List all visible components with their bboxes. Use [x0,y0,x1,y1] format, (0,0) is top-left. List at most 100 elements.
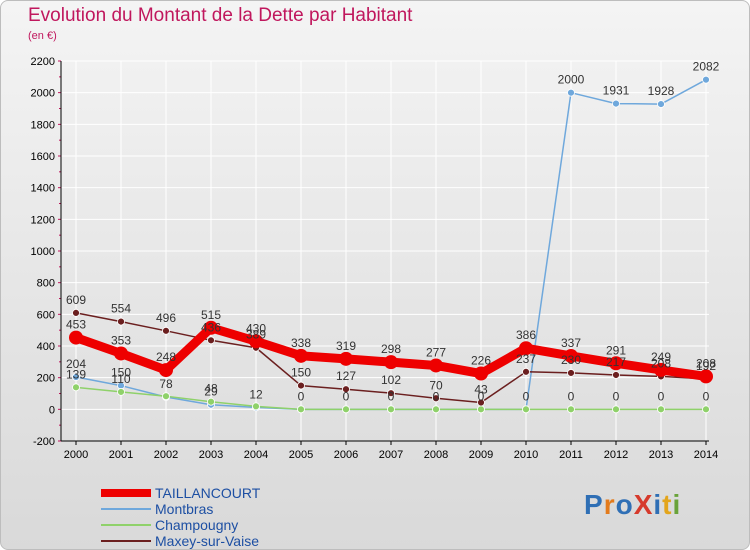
data-point [474,366,488,381]
data-point [339,351,353,366]
data-point [207,397,215,406]
x-tick-label: 2012 [604,449,628,461]
data-label: 2000 [558,73,585,87]
y-tick-label: 200 [37,373,55,385]
legend-swatch [101,540,151,542]
data-label: 0 [433,389,440,403]
data-point [297,381,305,390]
data-label: 204 [66,357,86,371]
data-point [387,405,395,414]
data-point [162,392,170,401]
data-label: 0 [613,389,620,403]
data-label: 1928 [648,84,675,98]
data-label: 319 [336,339,356,353]
data-label: 0 [298,389,305,403]
data-point [702,405,710,414]
data-label: 78 [159,377,173,391]
x-tick-label: 2009 [469,449,493,461]
data-label: 110 [111,372,130,386]
x-tick-label: 2000 [64,449,88,461]
data-label: 338 [291,336,311,350]
data-label: 0 [388,389,395,403]
data-label: 0 [658,389,665,403]
data-point [477,405,485,414]
x-tick-label: 2001 [109,449,133,461]
data-label: 337 [561,336,581,350]
x-tick-label: 2006 [334,449,358,461]
data-point [72,309,80,317]
logo-letter: X [633,489,654,520]
data-point [477,398,485,407]
data-label: 70 [429,378,443,392]
data-label: 0 [568,389,575,403]
data-point [249,334,263,349]
logo-letter: r [603,489,616,520]
x-tick-label: 2002 [154,449,178,461]
data-label: 430 [246,321,266,335]
data-point [519,341,533,356]
data-point [342,385,350,394]
data-label: 139 [66,367,86,381]
data-label: 208 [696,356,716,370]
x-tick-label: 2004 [244,449,268,461]
data-point [294,348,308,363]
x-tick-label: 2007 [379,449,403,461]
data-point [567,405,575,414]
data-label: 515 [201,308,221,322]
data-label: 353 [111,333,131,347]
proxiti-logo: ProXiti [584,489,681,521]
data-label: 127 [336,369,356,383]
legend-label: Maxey-sur-Vaise [155,533,259,549]
data-point [609,356,623,371]
data-point [432,394,440,403]
data-point [702,75,710,84]
data-label: 277 [426,345,446,359]
data-label: 226 [471,354,491,368]
x-tick-label: 2011 [559,449,583,461]
x-tick-label: 2010 [514,449,538,461]
data-point [384,355,398,370]
data-point [69,330,83,345]
data-label: 248 [156,350,176,364]
data-point [252,402,260,411]
data-label: 102 [381,373,401,387]
data-point [342,405,350,414]
data-label: 389 [246,328,266,342]
legend-item: Maxey-sur-Vaise [101,533,260,549]
data-label: 249 [651,350,671,364]
logo-letter: i [672,489,682,520]
y-tick-label: 0 [49,404,55,416]
data-point [72,383,80,392]
data-label: 0 [703,389,710,403]
data-label: 2082 [693,60,720,74]
data-label: 453 [66,318,86,332]
legend-swatch [101,489,151,497]
y-tick-label: 1400 [31,183,55,195]
legend-swatch [101,524,151,526]
data-point [204,320,218,335]
data-point [612,99,620,108]
y-tick-label: 2000 [31,88,55,100]
chart-title: Evolution du Montant de la Dette par Hab… [28,5,413,26]
data-point [564,348,578,363]
data-point [207,336,215,345]
x-tick-label: 2008 [424,449,448,461]
data-point [654,362,668,377]
data-point [522,367,530,376]
y-tick-label: 1600 [31,151,55,163]
data-point [297,405,305,414]
legend-item: TAILLANCOURT [101,485,260,501]
data-label: 1931 [603,84,630,98]
data-point [117,388,125,396]
data-point [567,369,575,377]
chart-subtitle: (en €) [28,30,57,42]
data-label: 291 [606,343,626,357]
x-tick-label: 2014 [694,449,718,461]
data-label: 150 [291,366,311,380]
data-label: 150 [111,366,131,380]
x-tick-label: 2013 [649,449,673,461]
data-point [72,373,80,381]
data-label: 0 [523,389,530,403]
